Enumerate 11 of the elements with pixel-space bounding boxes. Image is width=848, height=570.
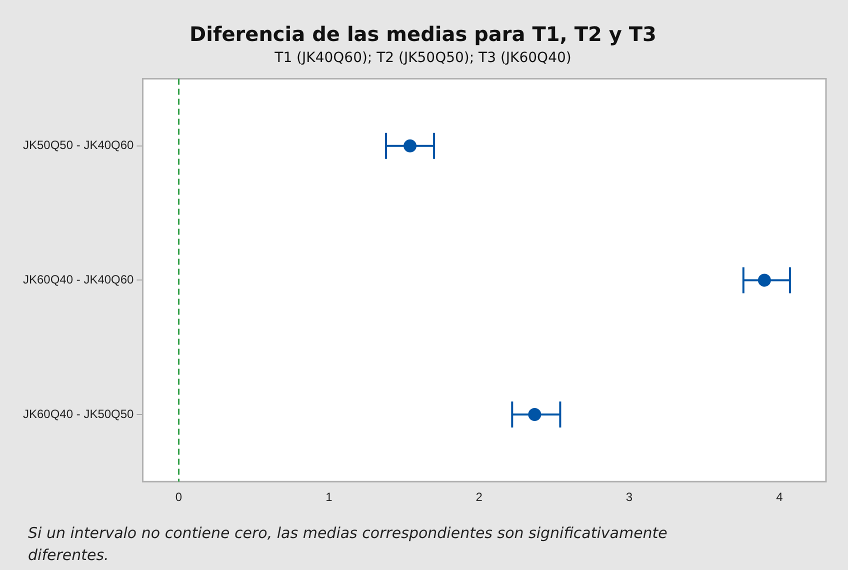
x-tick-label: 1 (326, 490, 333, 504)
x-tick-label: 0 (175, 490, 182, 504)
chart-title: Diferencia de las medias para T1, T2 y T3 (190, 22, 656, 46)
x-tick-label: 2 (476, 490, 483, 504)
y-tick-label: JK60Q40 - JK40Q60 (22, 272, 134, 287)
text: Si un intervalo no contiene cero, las medias correspondientes son significativamente diferentes. (28, 523, 668, 566)
y-tick-label: JK50Q50 - JK40Q60 (22, 138, 134, 152)
y-tick-label: JK60Q40 - JK50Q50 (22, 406, 134, 421)
chart-subtitle: T1 (JK40Q60); T2 (JK50Q50); T3 (JK60Q40) (274, 50, 572, 66)
x-tick-label: 4 (776, 490, 784, 504)
x-tick-label: 3 (626, 490, 633, 504)
